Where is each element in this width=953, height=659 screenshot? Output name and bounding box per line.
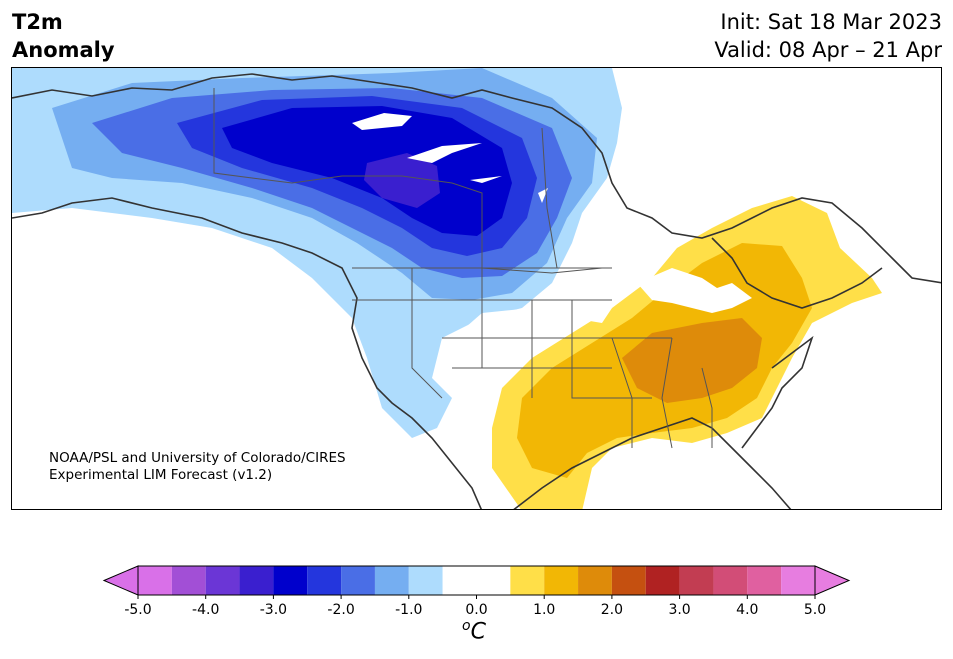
colorbar-band [138,566,172,595]
colorbar-extend-low [102,565,139,596]
colorbar-tick-label: -1.0 [395,602,422,618]
colorbar-tick-label: -5.0 [124,602,151,618]
colorbar-tick-label: 0.0 [465,602,487,618]
colorbar-band [239,566,274,595]
colorbar-band [747,566,782,595]
variable-type: Anomaly [12,38,115,62]
colorbar-band [781,566,815,595]
colorbar-band [510,566,545,595]
colorbar-band [578,566,612,595]
colorbar-band [273,566,308,595]
state-borders [213,88,713,449]
colorbar-band [544,566,579,595]
colorbar-tick-label: -2.0 [327,602,354,618]
map-canvas [12,68,941,509]
credit-line-1: NOAA/PSL and University of Colorado/CIRE… [49,450,346,466]
unit-label: oC [462,618,486,645]
credit-line-2: Experimental LIM Forecast (v1.2) [49,467,273,483]
colorbar-band [171,566,206,595]
colorbar: -5.0 -4.0 -3.0 -2.0 -1.0 0.0 1.0 2.0 3.0 4.0 5.0 [102,565,851,618]
colorbar-band [408,566,443,595]
credit-text: NOAA/PSL and University of Colorado/CIRE… [49,450,346,484]
colorbar-tick-label: 3.0 [668,602,690,618]
colorbar-band [645,566,680,595]
colorbar-band [442,566,511,595]
neutral-region [442,68,941,408]
colorbar-band [374,566,409,595]
colorbar-extend-high [814,565,851,596]
coastlines [12,73,941,509]
colorbar-tick-label: 1.0 [533,602,555,618]
colorbar-band [205,566,240,595]
forecast-dates: Init: Sat 18 Mar 2023 Valid: 08 Apr – 21… [714,8,942,64]
colorbar-tick-label: 2.0 [601,602,623,618]
colorbar-tick-label: -4.0 [192,602,219,618]
map-title: T2m Anomaly [12,8,115,64]
colorbar-band [611,566,646,595]
anomaly-region-minus3_5 [364,153,440,208]
valid-range: Valid: 08 Apr – 21 Apr [714,38,942,62]
lake-icon [352,113,548,203]
colorbar-tick-label: -3.0 [260,602,287,618]
colorbar-tick-label: 4.0 [736,602,758,618]
colorbar-band [307,566,342,595]
anomaly-map [11,67,942,510]
colorbar-band [341,566,375,595]
colorbar-band [679,566,714,595]
init-date: Init: Sat 18 Mar 2023 [720,10,942,34]
great-lakes-icon [637,268,752,313]
colorbar-tick-label: 5.0 [804,602,826,618]
anomaly-region-plus1_5 [622,318,762,403]
colorbar-band [713,566,748,595]
variable-name: T2m [12,10,63,34]
